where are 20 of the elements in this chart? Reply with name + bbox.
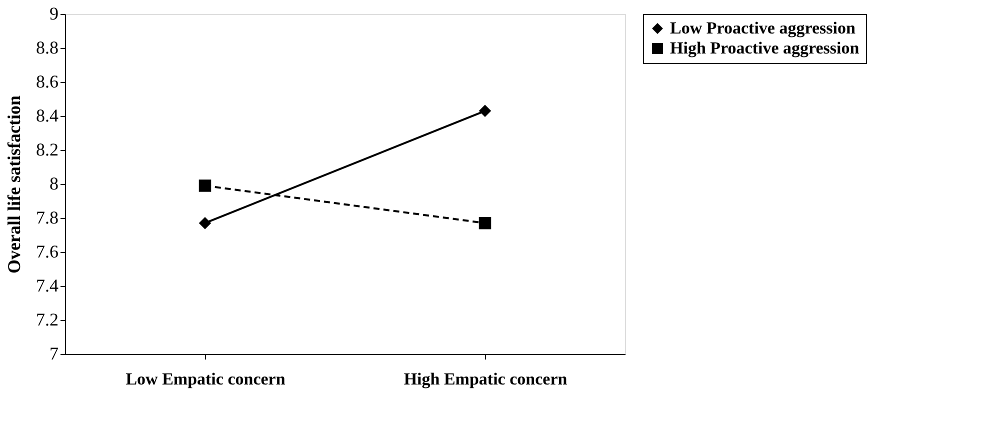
y-tick-label: 8.8 [36,38,58,58]
point [198,180,212,192]
x-tick-label: High Empatic concern [404,370,568,388]
y-tick-label: 7.8 [36,208,58,228]
y-axis-title: Overall life satisfaction [4,96,24,274]
y-tick-label: 8.4 [36,106,58,126]
point [478,104,492,118]
x-tick-label: Low Empatic concern [126,370,286,388]
y-tick-label: 9 [50,4,58,24]
y-tick-label: 7.6 [36,242,58,262]
point [198,216,212,230]
point [478,216,492,230]
y-tick-label: 7.4 [36,276,58,296]
legend-label: Low Proactive aggression [670,18,856,38]
legend-label: High Proactive aggression [670,38,860,58]
y-tick-label: 8 [50,174,58,194]
y-tick-label: 8.6 [36,72,58,92]
y-tick-label: 8.2 [36,140,58,160]
y-tick-label: 7.2 [36,310,58,330]
y-tick-label: 7 [50,344,58,364]
